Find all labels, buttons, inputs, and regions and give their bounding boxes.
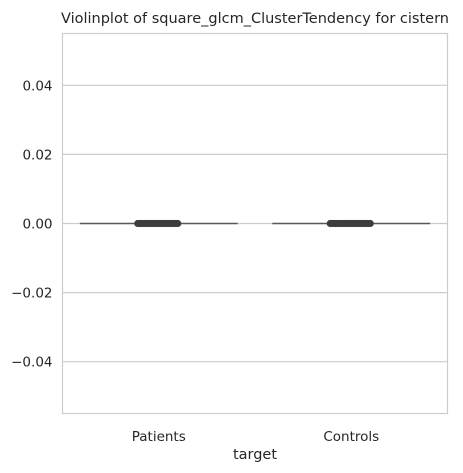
violin-marks <box>79 219 431 228</box>
plot-frame <box>61 32 449 415</box>
chart-title: Violinplot of square_glcm_ClusterTendenc… <box>61 11 449 27</box>
data-point <box>366 219 374 228</box>
y-tick-labels: −0.04 −0.02 0.00 0.02 0.04 <box>11 78 52 370</box>
x-tick-labels: Patients Controls <box>132 429 379 445</box>
x-tick-label: Controls <box>323 429 379 445</box>
y-tick-label: −0.04 <box>11 355 52 371</box>
data-point <box>174 219 182 228</box>
y-tick-label: 0.02 <box>22 147 52 163</box>
y-tick-label: 0.04 <box>22 78 52 94</box>
x-axis-label: target <box>233 447 277 463</box>
y-tick-label: −0.02 <box>11 286 52 302</box>
x-tick-label: Patients <box>132 429 186 445</box>
y-tick-label: 0.00 <box>22 217 52 233</box>
